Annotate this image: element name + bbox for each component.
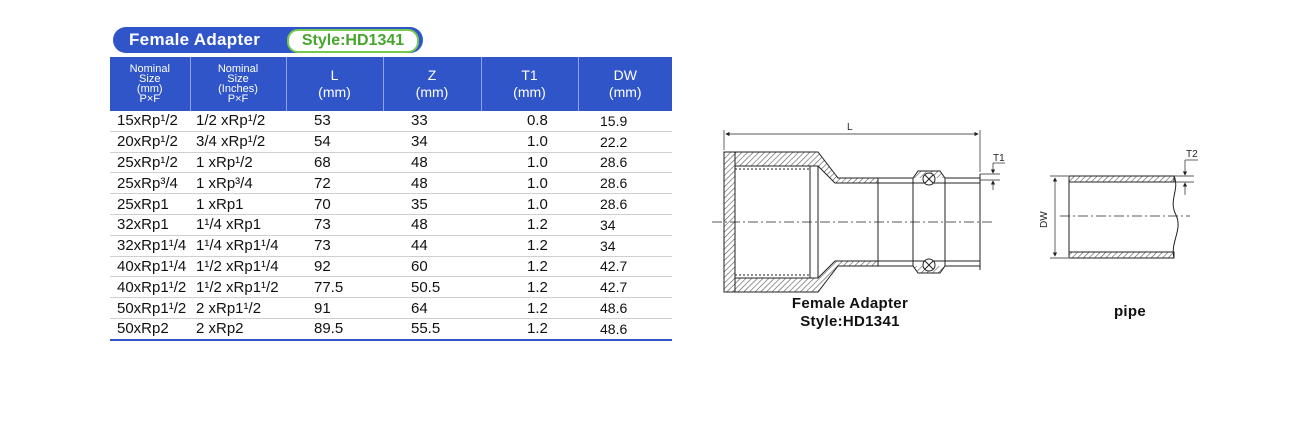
cell-z: 48 [383, 172, 481, 195]
header-nominal-inches: Nominal Size (Inches) P×F [189, 57, 286, 111]
adapter-section-drawing [712, 130, 1005, 293]
table-row: 50xRp1¹/2 2 xRp1¹/2 91 64 1.2 48.6 [110, 297, 672, 319]
pipe-drawing [1050, 159, 1198, 259]
dim-label-dw: DW [1039, 211, 1050, 228]
cell-t1: 1.2 [481, 318, 578, 341]
cell-l: 77.5 [286, 276, 383, 299]
cell-nominal-inches: 1 xRp1 [190, 193, 286, 215]
cell-nominal-mm: 40xRp1¹/2 [110, 276, 190, 299]
cell-t1: 1.2 [481, 214, 578, 236]
cell-nominal-mm: 32xRp1 [110, 214, 190, 236]
cell-t1: 1.0 [481, 131, 578, 153]
product-title: Female Adapter [129, 30, 261, 49]
cell-l: 92 [286, 256, 383, 278]
cell-z: 44 [383, 235, 481, 257]
cell-dw: 15.9 [578, 111, 672, 132]
cell-t1: 1.2 [481, 256, 578, 278]
cell-nominal-mm: 32xRp1¹/4 [110, 235, 190, 257]
table-row: 50xRp2 2 xRp2 89.5 55.5 1.2 48.6 [110, 318, 672, 341]
cell-nominal-inches: 2 xRp2 [190, 318, 286, 341]
cell-dw: 22.2 [578, 131, 672, 153]
table-row: 25xRp1 1 xRp1 70 35 1.0 28.6 [110, 193, 672, 215]
style-badge: Style:HD1341 [287, 29, 419, 53]
cell-l: 91 [286, 297, 383, 319]
dim-label-t2: T2 [1186, 149, 1198, 160]
table-row: 20xRp¹/2 3/4 xRp¹/2 54 34 1.0 22.2 [110, 131, 672, 153]
pipe-caption: pipe [1113, 303, 1147, 320]
table-row: 32xRp1 1¹/4 xRp1 73 48 1.2 34 [110, 214, 672, 236]
cell-nominal-mm: 20xRp¹/2 [110, 131, 190, 153]
cell-nominal-mm: 25xRp¹/2 [110, 152, 190, 174]
cell-t1: 1.0 [481, 193, 578, 215]
cell-dw: 34 [578, 235, 672, 257]
header-nominal-mm: Nominal Size (mm) P×F [110, 57, 190, 111]
header-z: Z (mm) [382, 57, 481, 111]
table-row: 40xRp1¹/4 1¹/2 xRp1¹/4 92 60 1.2 42.7 [110, 256, 672, 278]
table-row: 32xRp1¹/4 1¹/4 xRp1¹/4 73 44 1.2 34 [110, 235, 672, 257]
cell-l: 73 [286, 235, 383, 257]
table-row: 40xRp1¹/2 1¹/2 xRp1¹/2 77.5 50.5 1.2 42.7 [110, 276, 672, 299]
cell-nominal-inches: 1¹/4 xRp1 [190, 214, 286, 236]
cell-nominal-mm: 15xRp¹/2 [110, 111, 190, 132]
cell-z: 55.5 [383, 318, 481, 341]
table-row: 25xRp¹/2 1 xRp¹/2 68 48 1.0 28.6 [110, 152, 672, 174]
cell-t1: 1.2 [481, 276, 578, 299]
table-row: 15xRp¹/2 1/2 xRp¹/2 53 33 0.8 15.9 [110, 111, 672, 132]
cell-dw: 48.6 [578, 318, 672, 341]
table-header-row: Nominal Size (mm) P×F Nominal Size (Inches)… [110, 57, 672, 111]
cell-nominal-inches: 1 xRp¹/2 [190, 152, 286, 174]
header-dw: DW (mm) [577, 57, 672, 111]
cell-l: 73 [286, 214, 383, 236]
cell-dw: 34 [578, 214, 672, 236]
cell-nominal-inches: 1¹/2 xRp1¹/2 [190, 276, 286, 299]
cell-t1: 1.0 [481, 172, 578, 195]
header-t1: T1 (mm) [480, 57, 578, 111]
cell-l: 70 [286, 193, 383, 215]
table-row: 25xRp³/4 1 xRp³/4 72 48 1.0 28.6 [110, 172, 672, 195]
cell-nominal-inches: 1¹/4 xRp1¹/4 [190, 235, 286, 257]
cell-t1: 1.0 [481, 152, 578, 174]
cell-l: 72 [286, 172, 383, 195]
cell-t1: 1.2 [481, 235, 578, 257]
cell-dw: 28.6 [578, 172, 672, 195]
header-l: L (mm) [285, 57, 383, 111]
cell-nominal-inches: 1 xRp³/4 [190, 172, 286, 195]
cell-dw: 28.6 [578, 193, 672, 215]
cell-z: 34 [383, 131, 481, 153]
dim-label-l: L [847, 122, 853, 133]
cell-t1: 0.8 [481, 111, 578, 132]
cell-l: 54 [286, 131, 383, 153]
cell-l: 53 [286, 111, 383, 132]
cell-nominal-mm: 25xRp1 [110, 193, 190, 215]
cell-dw: 48.6 [578, 297, 672, 319]
cell-nominal-mm: 25xRp³/4 [110, 172, 190, 195]
cell-nominal-inches: 3/4 xRp¹/2 [190, 131, 286, 153]
cell-nominal-mm: 40xRp1¹/4 [110, 256, 190, 278]
cell-nominal-mm: 50xRp2 [110, 318, 190, 341]
cell-dw: 28.6 [578, 152, 672, 174]
cell-nominal-inches: 1/2 xRp¹/2 [190, 111, 286, 132]
cell-t1: 1.2 [481, 297, 578, 319]
cell-z: 60 [383, 256, 481, 278]
cell-l: 89.5 [286, 318, 383, 341]
spec-table: Nominal Size (mm) P×F Nominal Size (Inches)… [110, 57, 672, 341]
dim-label-t1: T1 [993, 153, 1005, 164]
cell-z: 48 [383, 152, 481, 174]
cell-z: 48 [383, 214, 481, 236]
cell-z: 64 [383, 297, 481, 319]
cell-nominal-inches: 1¹/2 xRp1¹/4 [190, 256, 286, 278]
cell-dw: 42.7 [578, 256, 672, 278]
cell-z: 33 [383, 111, 481, 132]
cell-z: 35 [383, 193, 481, 215]
cell-dw: 42.7 [578, 276, 672, 299]
adapter-caption: Female Adapter Style:HD1341 [791, 295, 909, 330]
cell-nominal-inches: 2 xRp1¹/2 [190, 297, 286, 319]
cell-z: 50.5 [383, 276, 481, 299]
cell-l: 68 [286, 152, 383, 174]
cell-nominal-mm: 50xRp1¹/2 [110, 297, 190, 319]
